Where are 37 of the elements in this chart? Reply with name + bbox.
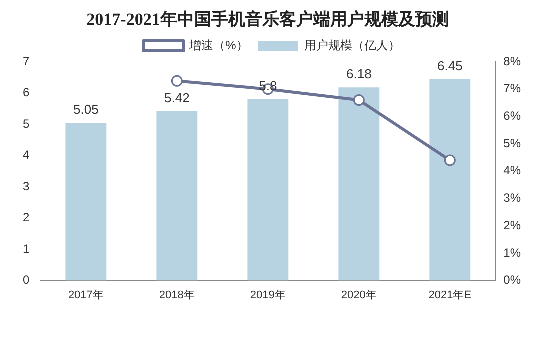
point [444, 154, 456, 166]
y2-tick-label: 6% [504, 109, 522, 124]
y-tick-label: 6 [22, 86, 30, 100]
legend-label: 增速（%） [188, 38, 248, 52]
data-label: 6.18 [346, 66, 372, 82]
data-label: 5.42 [164, 90, 190, 106]
y-tick-label: 4 [22, 148, 30, 162]
chart-title: 2017-2021年中国手机音乐客户端用户规模及预测 [86, 9, 450, 30]
x-tick-label: 2018年 [159, 289, 195, 302]
y2-tick-label: 3% [504, 191, 522, 206]
x-tick-label: 2019年 [250, 289, 286, 302]
bar [66, 122, 107, 281]
x-tick-label: 2020年 [341, 289, 377, 302]
y2-tick-label: 4% [504, 164, 522, 178]
x-tick-label: 2017年 [68, 289, 104, 302]
data-label: 6.45 [438, 58, 463, 74]
bar [156, 111, 198, 281]
y2-tick-label: 7% [504, 82, 522, 96]
bar [338, 88, 380, 281]
y2-tick-label: 0% [504, 273, 522, 288]
bar [248, 100, 289, 281]
y2-tick-label: 1% [504, 246, 522, 260]
point [353, 94, 365, 106]
data-label: 5.05 [74, 102, 99, 118]
bar [430, 79, 471, 281]
y-tick-label: 5 [22, 116, 30, 131]
y2-tick-label: 8% [504, 54, 522, 68]
legend-label: 用户规模（亿人） [304, 38, 400, 52]
y-tick-label: 7 [22, 54, 30, 68]
x-tick-label: 2021年E [428, 289, 472, 302]
point [171, 75, 183, 87]
y-tick-label: 1 [22, 242, 30, 256]
y2-tick-label: 5% [504, 136, 522, 150]
y2-tick-label: 2% [504, 218, 522, 232]
y-tick-label: 3 [22, 179, 30, 194]
y-tick-label: 2 [22, 210, 30, 225]
y-tick-label: 0 [22, 273, 30, 288]
